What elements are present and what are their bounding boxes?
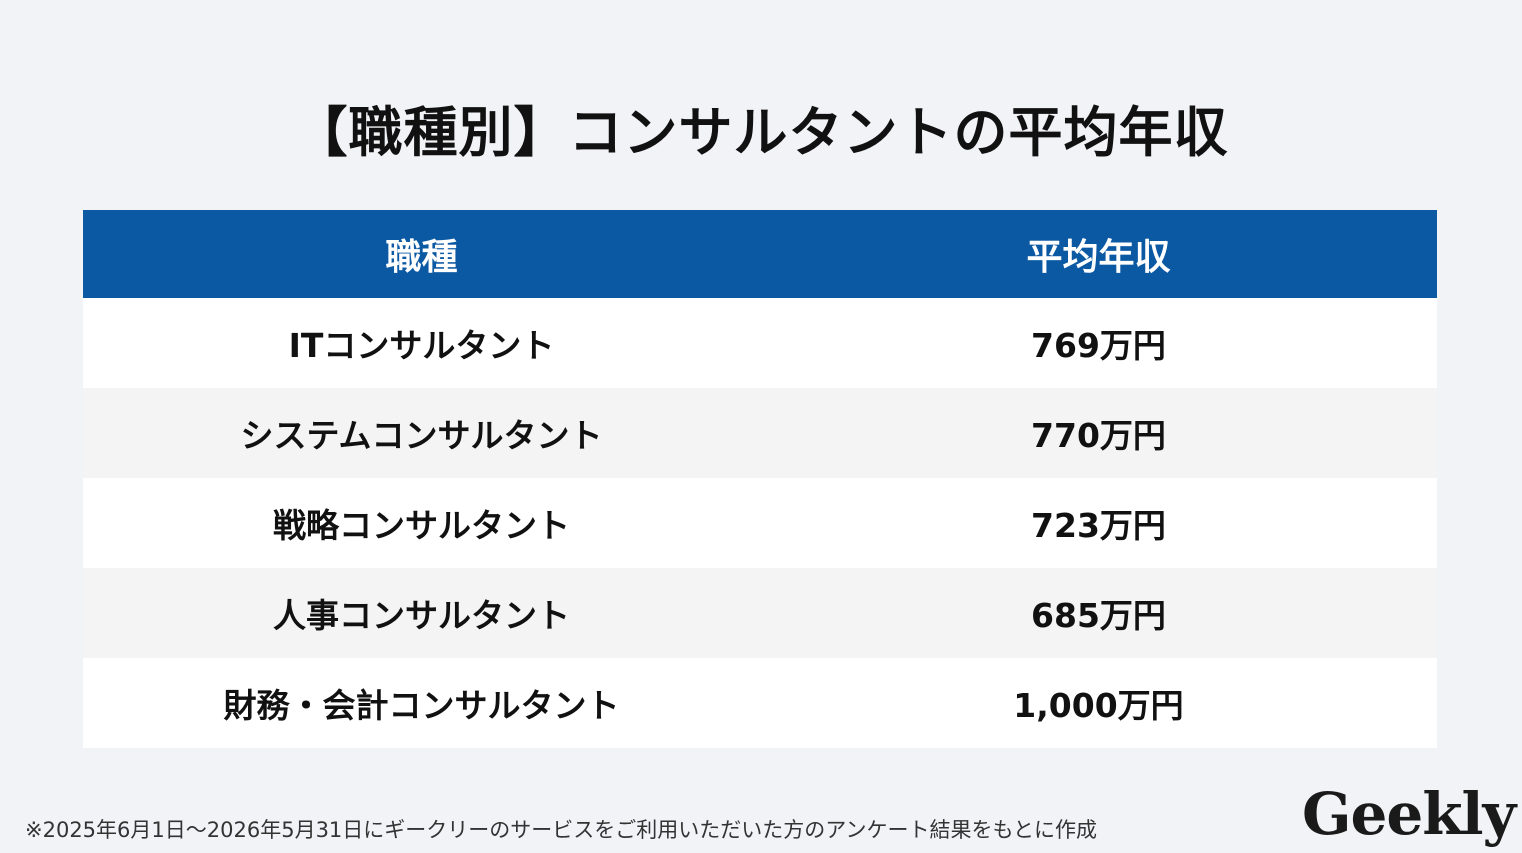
header-average-salary: 平均年収 [1026,237,1171,278]
salary-cell: 723万円 [1031,506,1166,545]
job-type-cell: 人事コンサルタント [273,596,570,635]
job-type-cell: システムコンサルタント [240,416,603,455]
job-type-cell: 戦略コンサルタント [273,506,570,545]
job-type-cell: 財務・会計コンサルタント [223,686,620,725]
salary-cell: 1,000万円 [1013,686,1184,725]
geekly-logo: Geekly [1302,780,1516,848]
header-job-type: 職種 [385,237,458,278]
table-row: ITコンサルタント 769万円 [83,298,1437,388]
salary-cell: 769万円 [1031,326,1166,365]
salary-cell: 770万円 [1031,416,1166,455]
table-row: 財務・会計コンサルタント 1,000万円 [83,658,1437,748]
footnote: ※2025年6月1日〜2026年5月31日にギークリーのサービスをご利用いただい… [25,818,1098,842]
table-row: 戦略コンサルタント 723万円 [83,478,1437,568]
salary-table: 職種 平均年収 ITコンサルタント 769万円 システムコンサルタント 770万… [83,210,1437,748]
page-title: 【職種別】コンサルタントの平均年収 [293,101,1229,164]
table-header: 職種 平均年収 [83,210,1437,298]
salary-cell: 685万円 [1031,596,1166,635]
table-row: 人事コンサルタント 685万円 [83,568,1437,658]
job-type-cell: ITコンサルタント [288,326,555,365]
table-row: システムコンサルタント 770万円 [83,388,1437,478]
